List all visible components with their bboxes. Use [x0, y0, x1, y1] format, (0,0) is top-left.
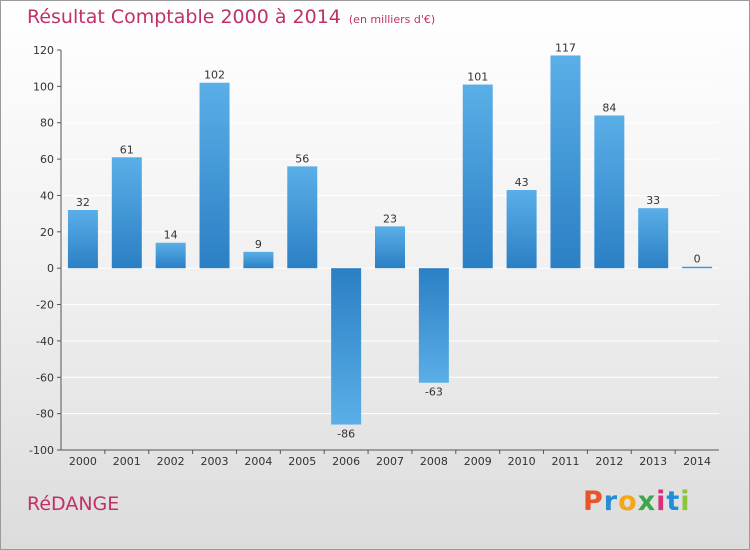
logo-letter: r	[603, 486, 619, 517]
bar	[418, 268, 449, 383]
x-tick-label: 2006	[332, 455, 360, 468]
x-tick-label: 2001	[113, 455, 141, 468]
x-tick-label: 2003	[201, 455, 229, 468]
bar	[506, 190, 537, 269]
chart-subtitle: (en milliers d'€)	[348, 13, 436, 26]
bar-value-label: 32	[76, 196, 90, 209]
logo-letter: P	[583, 486, 604, 517]
bar-value-label: -63	[425, 386, 443, 399]
y-tick-label: -40	[36, 335, 54, 348]
x-tick-label: 2014	[683, 455, 711, 468]
x-tick-label: 2013	[639, 455, 667, 468]
bar-value-label: -86	[337, 428, 355, 441]
bar-value-label: 117	[555, 41, 576, 54]
proxiti-logo: Proxiti	[583, 486, 691, 517]
bar	[199, 82, 230, 269]
bar	[155, 242, 186, 269]
x-tick-label: 2004	[244, 455, 272, 468]
logo-letter: o	[618, 486, 638, 517]
chart-title: Résultat Comptable 2000 à 2014	[27, 6, 341, 28]
x-tick-label: 2010	[508, 455, 536, 468]
y-tick-label: -20	[36, 299, 54, 312]
bar-value-label: 61	[120, 143, 134, 156]
y-tick-label: 40	[40, 189, 54, 202]
value-labels: 32 61 14 102 9 56 -86 23 -63 101 43 117 84 33 0	[76, 41, 701, 440]
x-tick-label: 2009	[464, 455, 492, 468]
logo-letter: i	[680, 486, 691, 517]
x-tick-label: 2002	[157, 455, 185, 468]
y-tick-label: 120	[33, 44, 54, 57]
y-tick-label: -100	[29, 444, 54, 457]
bar	[682, 266, 713, 269]
x-tick-label: 2005	[288, 455, 316, 468]
y-tick-label: 60	[40, 153, 54, 166]
logo-letter: x	[637, 486, 657, 517]
y-tick-label: 80	[40, 117, 54, 130]
bars	[67, 55, 713, 425]
commune-name: RéDANGE	[27, 493, 120, 515]
bar-value-label: 102	[204, 69, 225, 82]
title-row: Résultat Comptable 2000 à 2014 (en millie…	[27, 6, 435, 28]
x-tick-label: 2012	[595, 455, 623, 468]
y-tick-label: 0	[47, 262, 54, 275]
x-tick-label: 2007	[376, 455, 404, 468]
bar	[331, 268, 362, 425]
x-tick-label: 2011	[551, 455, 579, 468]
axes	[57, 49, 719, 454]
bar-value-label: 23	[383, 212, 397, 225]
bar	[111, 157, 142, 269]
bar	[375, 226, 405, 269]
bar-value-label: 33	[646, 194, 660, 207]
y-tick-label: 100	[33, 80, 54, 93]
bar	[243, 251, 274, 269]
y-tick-label: -60	[36, 371, 54, 384]
y-tick-label: 20	[40, 226, 54, 239]
bar	[67, 210, 98, 269]
bar	[550, 55, 581, 269]
x-tick-labels: 2000 2001 2002 2003 2004 2005 2006 2007 2008 2009…	[69, 455, 711, 468]
x-tick-label: 2008	[420, 455, 448, 468]
y-tick-labels: 120 100 80 60 40 20 0 -20 -40 -60 -80 -100	[29, 44, 54, 457]
bar	[594, 115, 625, 269]
bar-value-label: 14	[164, 229, 178, 242]
bar	[638, 208, 669, 269]
x-tick-label: 2000	[69, 455, 97, 468]
logo-letter: i	[656, 486, 667, 517]
logo-letter: t	[666, 486, 681, 517]
y-tick-label: -80	[36, 408, 54, 421]
bar-value-label: 84	[602, 101, 616, 114]
bar-value-label: 56	[295, 152, 309, 165]
bar-value-label: 0	[694, 253, 701, 266]
bar-value-label: 101	[467, 71, 488, 84]
bar-value-label: 43	[515, 176, 529, 189]
bar-value-label: 9	[255, 238, 262, 251]
bar	[287, 166, 318, 269]
bar	[462, 84, 493, 269]
